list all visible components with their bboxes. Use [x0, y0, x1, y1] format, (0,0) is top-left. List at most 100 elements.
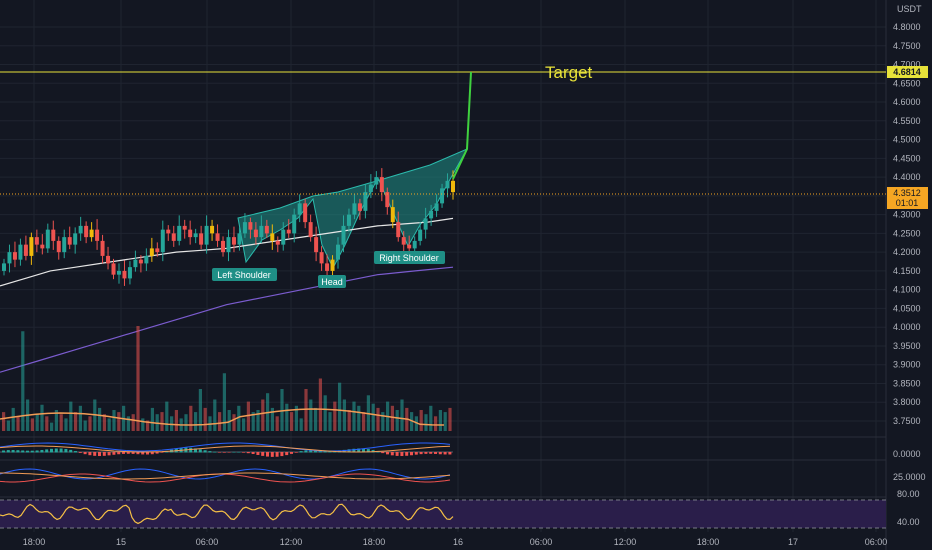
macd-histogram-bar [50, 448, 53, 453]
dmi-axis-tick: 25.0000 [893, 472, 926, 482]
price-tick: 4.7000 [893, 60, 921, 70]
projection-line [452, 71, 472, 180]
candle-body [106, 255, 111, 264]
volume-bar [150, 407, 154, 431]
macd-histogram-bar [246, 452, 250, 454]
volume-bar [170, 416, 174, 431]
candle-body [182, 225, 187, 230]
macd-histogram-bar [314, 450, 317, 453]
volume-bar [232, 414, 236, 431]
volume-bar [352, 401, 356, 431]
macd-histogram-bar [88, 452, 92, 456]
price-tick: 3.9000 [893, 360, 921, 370]
volume-bar [117, 412, 121, 431]
macd-histogram-bar [194, 448, 197, 453]
price-axis[interactable]: USDT 4.8000 4.7500 4.7000 4.6500 4.6000 4.550… [893, 4, 922, 426]
price-tick: 4.1000 [893, 285, 921, 295]
candlesticks [2, 168, 455, 286]
macd-histogram-bar [54, 448, 58, 453]
candle-body [248, 222, 253, 230]
candle-body [396, 222, 401, 238]
candle-body [144, 255, 149, 264]
macd-histogram-bar [318, 450, 322, 453]
volume-bar [314, 407, 318, 431]
candle-body [401, 237, 406, 245]
candle-body [297, 203, 302, 215]
macd-histogram-bar [386, 452, 389, 455]
candle-body [341, 225, 346, 245]
candle-body [308, 222, 313, 238]
macd-histogram-bar [232, 451, 236, 453]
candle-body [23, 244, 28, 256]
volume-bar [64, 418, 68, 431]
macd-histogram-bar [395, 452, 399, 456]
volume-bar [112, 410, 116, 431]
macd-histogram-bar [6, 450, 10, 453]
macd-histogram-bar [160, 452, 164, 453]
macd-histogram-bar [102, 452, 106, 456]
candle-body [84, 225, 89, 238]
volume-bar [83, 420, 87, 431]
candle-body [67, 237, 72, 245]
price-tick: 4.1500 [893, 266, 921, 276]
candle-body [18, 244, 23, 260]
volume-bar [342, 399, 346, 431]
candle-body [363, 192, 368, 211]
time-tick: 12:00 [280, 537, 303, 547]
volume-ma-line [0, 408, 445, 426]
macd-pane [0, 442, 453, 457]
volume-bar [280, 389, 284, 431]
macd-histogram-bar [434, 452, 437, 454]
macd-histogram-bar [64, 448, 68, 453]
head-label-group: Head [318, 275, 346, 288]
macd-histogram-bar [328, 450, 332, 453]
candle-body [221, 240, 226, 253]
time-tick: 06:00 [530, 537, 553, 547]
volume-bars [0, 326, 452, 431]
price-tick: 4.7500 [893, 41, 921, 51]
candle-body [7, 252, 12, 264]
macd-histogram-bar [237, 451, 241, 453]
candle-body [242, 222, 247, 234]
volume-bar [328, 412, 332, 431]
candle-body [325, 263, 330, 271]
volume-bar [218, 412, 222, 431]
volume-bar [54, 410, 58, 431]
volume-bar [184, 414, 188, 431]
adx-line [0, 472, 451, 480]
macd-histogram-bar [122, 452, 125, 454]
macd-histogram-bar [280, 452, 284, 457]
time-tick: 12:00 [614, 537, 637, 547]
macd-histogram-bar [26, 450, 29, 453]
macd-histogram-bar [352, 448, 356, 453]
macd-histogram-bar [213, 451, 217, 453]
volume-bar [376, 407, 380, 431]
candle-body [270, 233, 275, 241]
candle-body [264, 225, 269, 234]
candle-body [374, 177, 379, 185]
candle-body [336, 244, 341, 260]
macd-histogram-bar [424, 452, 428, 454]
volume-bar [438, 410, 442, 431]
candle-body [231, 237, 236, 245]
time-axis[interactable]: 18:00 15 06:00 12:00 18:00 16 06:00 12:00 18:00 1… [23, 537, 888, 547]
volume-bar [146, 420, 150, 431]
volume-bar [395, 410, 399, 431]
volume-bar [2, 412, 6, 431]
candle-body [116, 270, 121, 275]
candle-body [34, 237, 39, 245]
candle-body [160, 229, 165, 253]
volume-bar [165, 401, 169, 431]
volume-bar [198, 389, 202, 431]
candle-body [51, 229, 56, 241]
currency-label: USDT [897, 4, 922, 14]
volume-bar [136, 326, 140, 431]
volume-bar [78, 405, 82, 431]
candle-body [89, 229, 94, 238]
macd-histogram-bar [78, 452, 82, 453]
macd-histogram-bar [35, 450, 39, 453]
volume-bar [246, 401, 250, 431]
macd-histogram-bar [150, 452, 154, 455]
